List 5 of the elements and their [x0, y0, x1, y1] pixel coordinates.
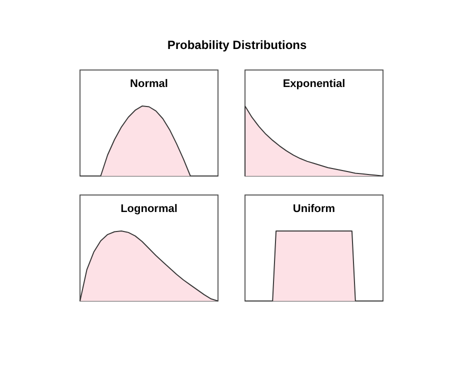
chart-title: Lognormal: [120, 203, 178, 215]
chart-title: Normal: [130, 78, 168, 90]
chart-title: Uniform: [292, 203, 336, 215]
chart-title: Exponential: [282, 78, 346, 90]
text: Probability Distributions: [167, 38, 307, 52]
